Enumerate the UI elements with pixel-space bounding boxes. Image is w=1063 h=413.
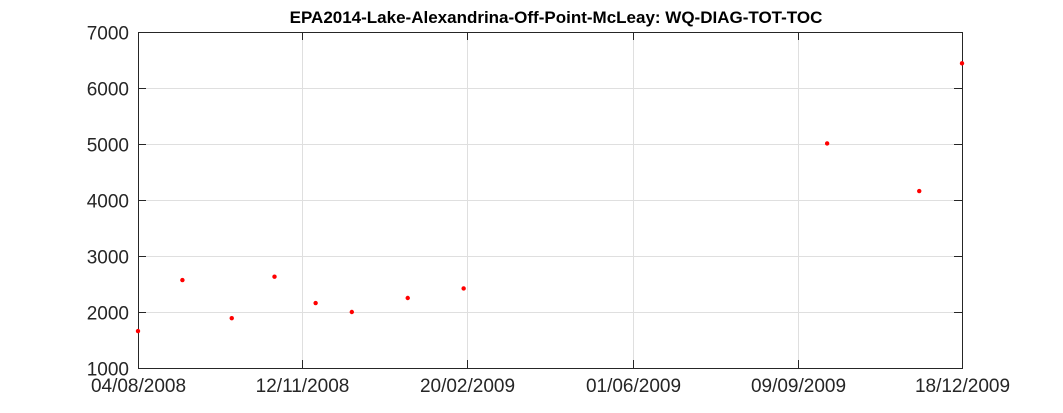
tick-labels: 1000 2000 3000 4000 5000 6000 7000 04/08/2008 12…	[87, 24, 1010, 398]
chart-title: EPA2014-Lake-Alexandrina-Off-Point-McLea…	[290, 8, 823, 27]
x-tick-label: 18/12/2009	[915, 376, 1010, 397]
data-point	[461, 286, 466, 291]
axis-ticks	[138, 32, 963, 369]
grid	[138, 32, 962, 368]
y-tick-label: 4000	[87, 192, 129, 213]
x-tick-label: 04/08/2008	[91, 376, 186, 397]
x-tick-label: 20/02/2009	[420, 376, 515, 397]
x-tick-label: 12/11/2008	[256, 376, 350, 397]
y-tick-label: 7000	[87, 24, 129, 45]
y-tick-label: 2000	[87, 304, 129, 325]
data-point	[349, 309, 355, 315]
data-point	[313, 300, 318, 306]
data-point	[959, 61, 965, 66]
data-point	[135, 328, 141, 334]
x-tick-label: 09/09/2009	[751, 376, 846, 397]
data-point	[917, 188, 922, 194]
y-tick-label: 6000	[87, 80, 129, 101]
x-tick-label: 01/06/2009	[586, 376, 681, 397]
data-point	[405, 295, 410, 301]
data-points	[135, 61, 965, 334]
data-point	[229, 315, 234, 321]
y-tick-label: 5000	[87, 136, 129, 157]
data-point	[272, 274, 277, 279]
y-tick-label: 1000	[87, 360, 129, 381]
data-point	[180, 277, 185, 283]
data-point	[824, 141, 830, 146]
y-tick-label: 3000	[87, 248, 129, 269]
